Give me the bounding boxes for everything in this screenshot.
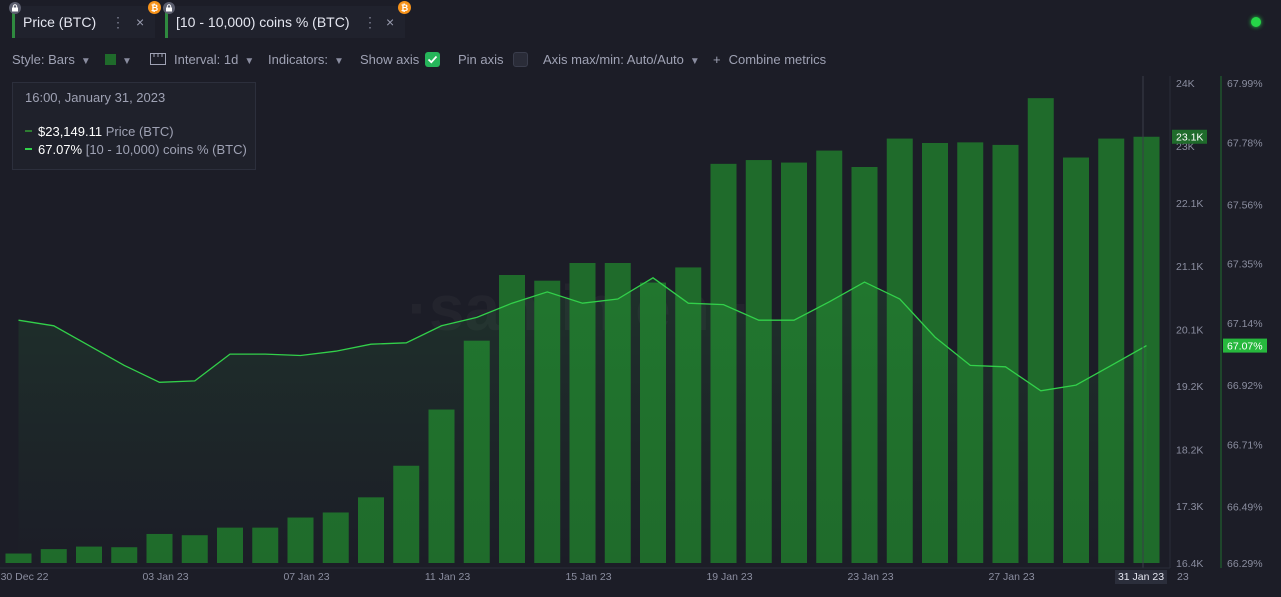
- tab-label: Price (BTC): [23, 14, 97, 30]
- right-axis-tick: 66.29%: [1227, 558, 1263, 570]
- style-dropdown[interactable]: Style: Bars ▼: [12, 52, 91, 67]
- x-axis-tick: 07 Jan 23: [283, 571, 329, 583]
- tab-price-btc[interactable]: Price (BTC) ⋮ ×: [12, 6, 155, 38]
- tooltip-row-price: $23,149.11 Price (BTC): [25, 124, 174, 139]
- left-axis-tick: 19.2K: [1176, 381, 1203, 393]
- right-axis-tick: 66.92%: [1227, 380, 1263, 392]
- tab-label: [10 - 10,000) coins % (BTC): [176, 14, 350, 30]
- right-axis-current-label: 67.07%: [1227, 341, 1263, 353]
- left-axis-tick: 21.1K: [1176, 261, 1203, 273]
- left-axis-tick: 18.2K: [1176, 444, 1203, 456]
- left-axis-tick: 17.3K: [1176, 501, 1203, 513]
- plus-icon: +: [713, 52, 721, 67]
- chart-tooltip: 16:00, January 31, 2023 $23,149.11 Price…: [12, 82, 256, 170]
- more-options-icon[interactable]: ⋮: [363, 13, 377, 30]
- left-axis-tick: 23K: [1176, 141, 1195, 153]
- show-axis-toggle[interactable]: Show axis: [360, 52, 441, 67]
- pin-axis-toggle[interactable]: Pin axis: [458, 52, 528, 67]
- show-axis-label: Show axis: [360, 52, 420, 67]
- tooltip-value: 67.07%: [38, 142, 83, 157]
- lock-icon: [163, 2, 175, 14]
- series-color-dash: [25, 130, 32, 132]
- chevron-down-icon: ▼: [333, 56, 344, 67]
- left-axis-current-label: 23.1K: [1176, 132, 1203, 144]
- combine-metrics-label: Combine metrics: [728, 52, 827, 67]
- tab-coins-percent[interactable]: [10 - 10,000) coins % (BTC) ⋮ ×: [165, 6, 405, 38]
- color-picker[interactable]: ▼: [105, 52, 132, 67]
- chevron-down-icon: ▼: [122, 56, 132, 67]
- axis-maxmin-dropdown[interactable]: Axis max/min: Auto/Auto ▼: [543, 52, 700, 67]
- right-axis-tick: 67.78%: [1227, 137, 1263, 149]
- right-axis-tick: 66.71%: [1227, 439, 1263, 451]
- combine-metrics-button[interactable]: + Combine metrics: [713, 52, 826, 67]
- x-axis-tick: 11 Jan 23: [425, 571, 471, 583]
- x-axis-current-badge: [1115, 570, 1167, 584]
- x-axis-trailing-label: 23: [1177, 571, 1189, 583]
- x-axis-tick: 23 Jan 23: [847, 571, 893, 583]
- tooltip-date: 16:00, January 31, 2023: [25, 90, 166, 105]
- close-icon[interactable]: ×: [386, 14, 395, 30]
- chevron-down-icon: ▼: [244, 56, 255, 67]
- interval-dropdown[interactable]: Interval: 1d ▼: [150, 52, 254, 67]
- left-axis-tick: 24K: [1176, 78, 1195, 90]
- left-axis-current-badge: [1172, 129, 1207, 144]
- right-axis-tick: 66.49%: [1227, 502, 1263, 514]
- calendar-icon: [150, 52, 174, 67]
- color-swatch: [105, 54, 116, 65]
- x-axis-tick: 30 Dec 22: [1, 571, 49, 583]
- bitcoin-icon: ₿: [398, 1, 411, 14]
- chevron-down-icon: ▼: [80, 56, 91, 67]
- show-axis-checkbox[interactable]: [425, 52, 441, 67]
- style-label: Style: Bars: [12, 52, 75, 67]
- right-axis-tick: 67.99%: [1227, 78, 1263, 90]
- axis-maxmin-label: Axis max/min: Auto/Auto: [543, 52, 684, 67]
- right-axis-tick: 67.35%: [1227, 259, 1263, 271]
- x-axis-current-label: 31 Jan 23: [1118, 571, 1164, 583]
- close-icon[interactable]: ×: [136, 14, 145, 30]
- bitcoin-icon: ₿: [148, 1, 161, 14]
- lock-icon: [9, 2, 21, 14]
- chart-toolbar: Style: Bars ▼ ▼ Interval: 1d ▼ Indicators:…: [0, 48, 1281, 72]
- line-series-coins-percent: [18, 277, 1147, 392]
- series-color-dash: [25, 148, 32, 150]
- x-axis-tick: 15 Jan 23: [565, 571, 611, 583]
- left-axis-tick: 20.1K: [1176, 324, 1203, 336]
- live-status-dot: [1251, 17, 1261, 27]
- more-options-icon[interactable]: ⋮: [111, 13, 125, 30]
- tooltip-series-name: Price (BTC): [105, 124, 174, 139]
- metric-tabs-bar: Price (BTC) ⋮ × ₿ [10 - 10,000) coins % …: [0, 0, 1281, 46]
- tooltip-series-name: [10 - 10,000) coins % (BTC): [85, 142, 247, 157]
- tooltip-value: $23,149.11: [38, 124, 103, 139]
- chevron-down-icon: ▼: [689, 56, 700, 67]
- x-axis-tick: 03 Jan 23: [142, 571, 188, 583]
- pin-axis-label: Pin axis: [458, 52, 504, 67]
- indicators-label: Indicators:: [268, 52, 328, 67]
- left-axis-tick: 16.4K: [1176, 558, 1203, 570]
- x-axis-tick: 19 Jan 23: [706, 571, 752, 583]
- indicators-dropdown[interactable]: Indicators: ▼: [268, 52, 344, 67]
- right-axis-tick: 67.14%: [1227, 318, 1263, 330]
- x-axis-tick: 27 Jan 23: [988, 571, 1034, 583]
- tooltip-row-coins: 67.07% [10 - 10,000) coins % (BTC): [25, 142, 247, 157]
- line-series-area: [18, 277, 1147, 563]
- pin-axis-checkbox[interactable]: [512, 52, 528, 67]
- right-axis-tick: 67.56%: [1227, 199, 1263, 211]
- interval-label: Interval: 1d: [174, 52, 239, 67]
- left-axis-tick: 22.1K: [1176, 198, 1203, 210]
- right-axis-current-badge: [1223, 338, 1267, 353]
